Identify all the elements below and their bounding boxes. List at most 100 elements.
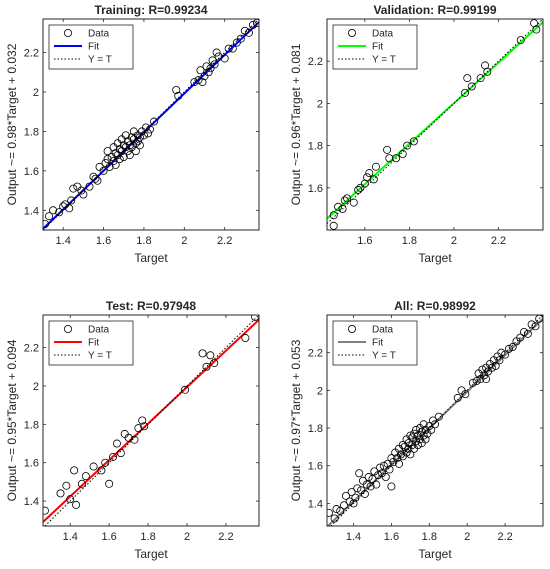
plot-frame [326,314,544,527]
data-point [93,176,102,185]
data-point [140,422,149,431]
data-point [55,208,64,217]
data-point [70,466,79,475]
data-point [138,416,147,425]
data-point [365,169,374,178]
y-tick-label: 2 [317,385,323,397]
y-axis-label: Output ~= 0.97*Target + 0.053 [289,339,303,501]
data-point [115,155,124,164]
x-tick-label: 2 [184,531,190,543]
data-point [72,500,81,509]
data-point [347,488,356,497]
data-point [412,437,421,446]
x-tick-label: 1.4 [56,235,71,247]
data-point [383,145,392,154]
data-point [368,474,377,483]
data-point [206,351,215,360]
plot-frame [42,314,260,527]
legend-data-label: Data [372,29,394,40]
data-point [427,425,436,434]
validation-regression-panel: Validation: R=0.99199 Target Output ~= 0… [289,3,544,265]
data-point [85,182,94,191]
data-point [508,343,517,352]
data-point [387,454,396,463]
data-point [396,450,405,459]
data-point [467,82,476,91]
data-point [103,155,112,164]
data-point [523,329,532,338]
data-point [461,88,470,97]
chart-title: Validation: R=0.99199 [373,3,496,17]
x-tick-label: 2.2 [217,235,232,247]
data-point [402,448,411,457]
data-point [355,469,364,478]
data-point [214,52,223,61]
data-point [198,349,207,358]
data-point [340,501,349,510]
y-tick-label: 2 [33,381,39,393]
data-point [345,497,354,506]
data-point [387,482,396,491]
legend-fit-label: Fit [88,42,99,53]
data-point [174,91,183,100]
chart-title: Test: R=0.97948 [106,299,196,313]
data-point [81,472,90,481]
plot-contents [327,19,543,230]
data-point [360,489,369,498]
legend-data-label: Data [88,29,110,40]
x-tick-label: 2.2 [491,235,506,247]
legend-data-marker [347,324,356,333]
data-point [398,440,407,449]
data-point [340,196,349,205]
x-tick-label: 1.8 [402,235,417,247]
data-point [430,420,439,429]
data-point [125,151,134,160]
data-point [504,344,513,353]
data-point [119,153,128,162]
y-axis-label: Output ~= 0.95*Target + 0.094 [5,339,19,501]
legend-fit-label: Fit [372,42,383,53]
legend-data-label: Data [88,325,110,336]
data-point [181,385,190,394]
x-axis-label: Target [418,251,452,265]
y-tick-label: 1.8 [24,419,39,431]
legend-data-marker [347,28,356,37]
legend-box [332,24,418,70]
data-point [101,458,110,467]
data-point [244,28,253,37]
data-point [67,196,76,205]
legend-data-label: Data [372,325,394,336]
y-tick-label: 1.4 [308,498,323,510]
data-point [236,34,245,43]
data-point [49,206,58,215]
data-point [139,131,148,140]
data-point [69,184,78,193]
data-point [330,514,339,523]
data-point [130,435,139,444]
data-point [404,439,413,448]
data-point [172,85,181,94]
data-point [351,493,360,502]
data-point [356,183,365,192]
identity-line [43,19,259,230]
y-tick-label: 1.8 [308,423,323,435]
data-point [491,361,500,370]
data-point [329,211,338,220]
data-point [224,44,233,53]
data-point [527,320,536,329]
data-point [141,123,150,132]
data-point [105,479,114,488]
legend-identity-label: Y = T [372,351,396,362]
data-point [210,60,219,69]
data-point [468,378,477,387]
y-tick-label: 1.8 [308,141,323,153]
x-tick-label: 2 [464,531,470,543]
x-axis-label: Target [134,547,168,561]
data-point [425,422,434,431]
data-point [204,68,213,77]
data-point [482,375,491,384]
data-point [429,416,438,425]
data-point [99,166,108,175]
y-tick-label: 1.6 [24,166,39,178]
data-point [398,150,407,159]
